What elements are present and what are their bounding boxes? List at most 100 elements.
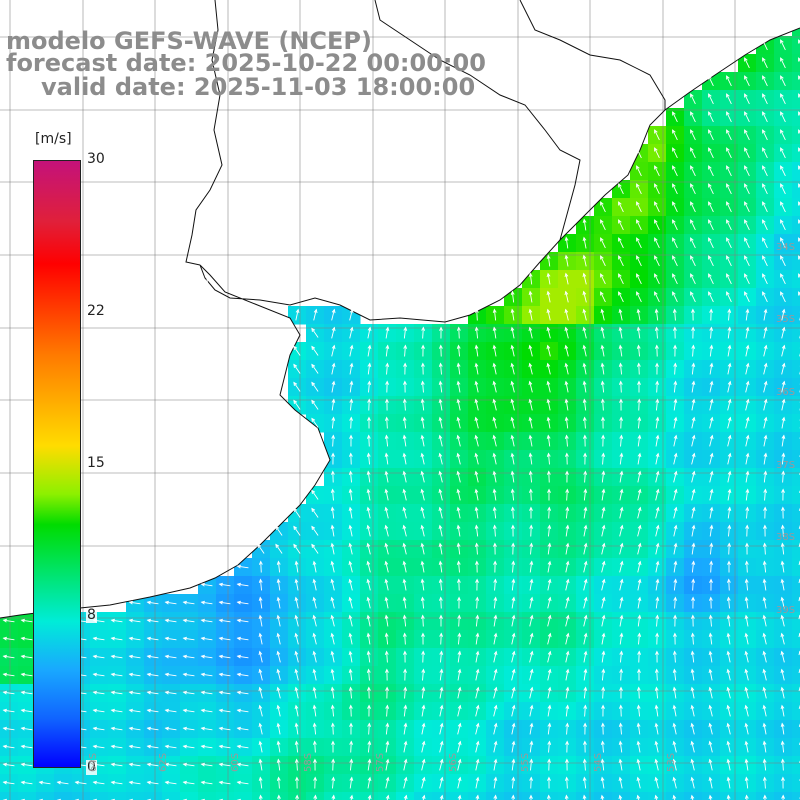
wind-arrow [565, 345, 569, 357]
lat-label: 34S [776, 242, 796, 253]
wind-arrow-head [275, 525, 280, 530]
wind-arrow [3, 763, 15, 767]
wind-arrow-head [601, 632, 606, 638]
wind-arrow-head [331, 326, 336, 332]
lon-label: 58S [303, 752, 314, 772]
wind-arrow-head [92, 636, 98, 641]
wind-arrow-head [618, 776, 623, 782]
wind-arrow-head [672, 668, 677, 673]
wind-arrow-head [744, 686, 749, 692]
wind-arrow [219, 691, 231, 695]
wind-arrow [511, 633, 515, 645]
wind-arrow-head [547, 578, 552, 584]
wind-arrow-head [128, 654, 134, 659]
wind-arrow [293, 544, 301, 554]
wind-arrow-head [275, 543, 280, 548]
wind-arrow [129, 673, 141, 677]
wind-arrow [529, 309, 533, 321]
wind-arrow-head [780, 219, 784, 224]
wind-arrow [584, 471, 586, 483]
field-cell [792, 792, 800, 800]
wind-arrow-head [2, 618, 8, 623]
wind-arrow [111, 763, 123, 767]
wind-arrow-head [128, 690, 134, 695]
wind-arrow-head [763, 416, 768, 422]
wind-arrow [762, 255, 768, 267]
wind-arrow-head [182, 618, 188, 623]
wind-arrow-head [618, 740, 623, 746]
wind-arrow-head [727, 416, 732, 422]
wind-arrow [636, 183, 642, 195]
wind-arrow-head [726, 111, 730, 116]
wind-arrow [709, 399, 713, 411]
wind-arrow-head [331, 740, 335, 745]
wind-arrow-head [385, 740, 390, 746]
wind-arrow [655, 417, 659, 429]
wind-arrow-head [330, 488, 335, 493]
wind-arrow-head [762, 578, 767, 584]
wind-arrow-head [726, 129, 730, 134]
wind-arrow [727, 687, 731, 699]
wind-arrow-head [565, 614, 570, 620]
wind-arrow [421, 489, 425, 501]
wind-arrow [3, 619, 15, 623]
wind-arrow-head [457, 704, 462, 710]
wind-arrow-head [20, 798, 26, 800]
wind-arrow-head [708, 201, 712, 206]
wind-arrow-head [402, 632, 407, 637]
wind-arrow-head [547, 632, 552, 638]
wind-arrow-head [708, 704, 713, 710]
wind-arrow [368, 723, 370, 735]
wind-arrow-head [798, 39, 800, 44]
wind-arrow [636, 201, 642, 213]
wind-arrow [655, 579, 659, 591]
wind-arrow-head [564, 398, 569, 404]
wind-arrow-head [236, 672, 242, 677]
wind-arrow [744, 147, 750, 159]
wind-arrow [385, 561, 389, 573]
wind-arrow [439, 507, 443, 519]
wind-arrow-head [583, 560, 588, 566]
wind-arrow-head [600, 201, 604, 206]
wind-arrow [726, 291, 732, 303]
wind-arrow [404, 633, 406, 645]
wind-arrow [709, 471, 713, 483]
wind-arrow-head [780, 560, 785, 566]
wind-arrow [493, 507, 497, 519]
wind-arrow-head [511, 524, 515, 529]
wind-arrow-head [200, 798, 206, 800]
wind-arrow-head [38, 780, 44, 785]
wind-arrow [350, 741, 352, 753]
wind-arrow [781, 381, 785, 393]
wind-arrow [457, 417, 461, 429]
wind-arrow [745, 363, 749, 375]
wind-arrow [403, 525, 407, 537]
wind-arrow-head [164, 726, 170, 731]
wind-arrow-head [528, 470, 533, 475]
wind-arrow-head [331, 794, 336, 800]
wind-arrow [331, 399, 335, 411]
wind-arrow-head [672, 758, 677, 764]
wind-arrow [439, 777, 443, 789]
wind-arrow-head [330, 470, 335, 475]
wind-arrow [295, 561, 299, 573]
wind-arrow [727, 489, 731, 501]
wind-arrow-head [600, 326, 605, 332]
wind-arrow-head [672, 308, 677, 313]
wind-arrow-head [528, 434, 533, 440]
wind-arrow [529, 741, 533, 753]
wind-arrow-head [528, 416, 533, 422]
wind-arrow [745, 759, 749, 771]
wind-arrow-head [582, 308, 587, 314]
wind-arrow [349, 327, 353, 339]
field-cell [792, 540, 800, 559]
wind-arrow [476, 795, 479, 800]
wind-arrow [601, 507, 605, 519]
wind-arrow-head [294, 596, 299, 602]
wind-arrow [368, 795, 371, 800]
wind-arrow-head [762, 614, 767, 620]
wind-arrow-head [312, 722, 317, 727]
wind-arrow [313, 579, 317, 591]
wind-arrow-head [493, 704, 498, 710]
wind-arrow-head [601, 524, 606, 530]
